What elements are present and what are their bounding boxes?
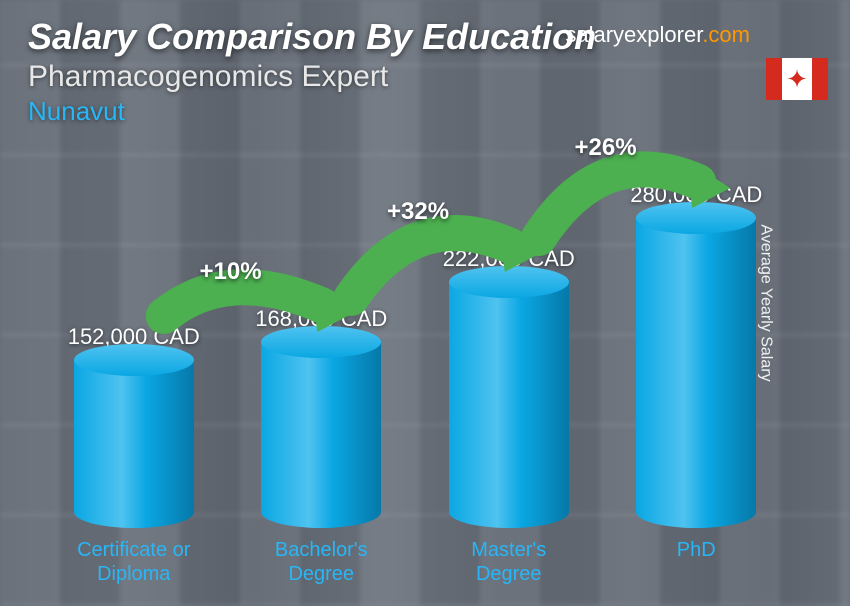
bar-category-label: Bachelor's Degree [275, 538, 368, 586]
brand-name: salaryexplorer [565, 22, 702, 47]
bar [449, 282, 569, 528]
bar-top-ellipse [261, 326, 381, 358]
bar-front [74, 360, 194, 528]
brand-watermark: salaryexplorer.com [565, 22, 750, 48]
flag-band-right [812, 58, 828, 100]
region-label: Nunavut [28, 96, 822, 127]
canada-flag-icon: ✦ [766, 58, 828, 100]
flag-band-left [766, 58, 782, 100]
bar-top-ellipse [449, 266, 569, 298]
bar-column: 168,000 CAD Bachelor's Degree [228, 306, 416, 586]
infographic: Salary Comparison By Education Pharmacog… [0, 0, 850, 606]
bar [261, 342, 381, 528]
bar-category-label: PhD [677, 538, 716, 586]
increase-percent-label: +26% [575, 134, 637, 162]
bar [636, 218, 756, 528]
increase-percent-label: +10% [200, 258, 262, 286]
header: Salary Comparison By Education Pharmacog… [0, 0, 850, 127]
bar-column: 280,000 CAD PhD [603, 182, 791, 586]
bar-front [449, 282, 569, 528]
bar-front [636, 218, 756, 528]
increase-percent-label: +32% [387, 198, 449, 226]
bar-column: 152,000 CAD Certificate or Diploma [40, 324, 228, 586]
bar-column: 222,000 CAD Master's Degree [415, 246, 603, 586]
bar-category-label: Master's Degree [471, 538, 546, 586]
maple-leaf-icon: ✦ [786, 66, 808, 92]
bar-top-ellipse [636, 202, 756, 234]
bar-front [261, 342, 381, 528]
bar-category-label: Certificate or Diploma [77, 538, 190, 586]
bar [74, 360, 194, 528]
flag-center: ✦ [782, 58, 812, 100]
brand-tld: .com [702, 22, 750, 47]
bar-top-ellipse [74, 344, 194, 376]
job-title: Pharmacogenomics Expert [28, 60, 822, 94]
